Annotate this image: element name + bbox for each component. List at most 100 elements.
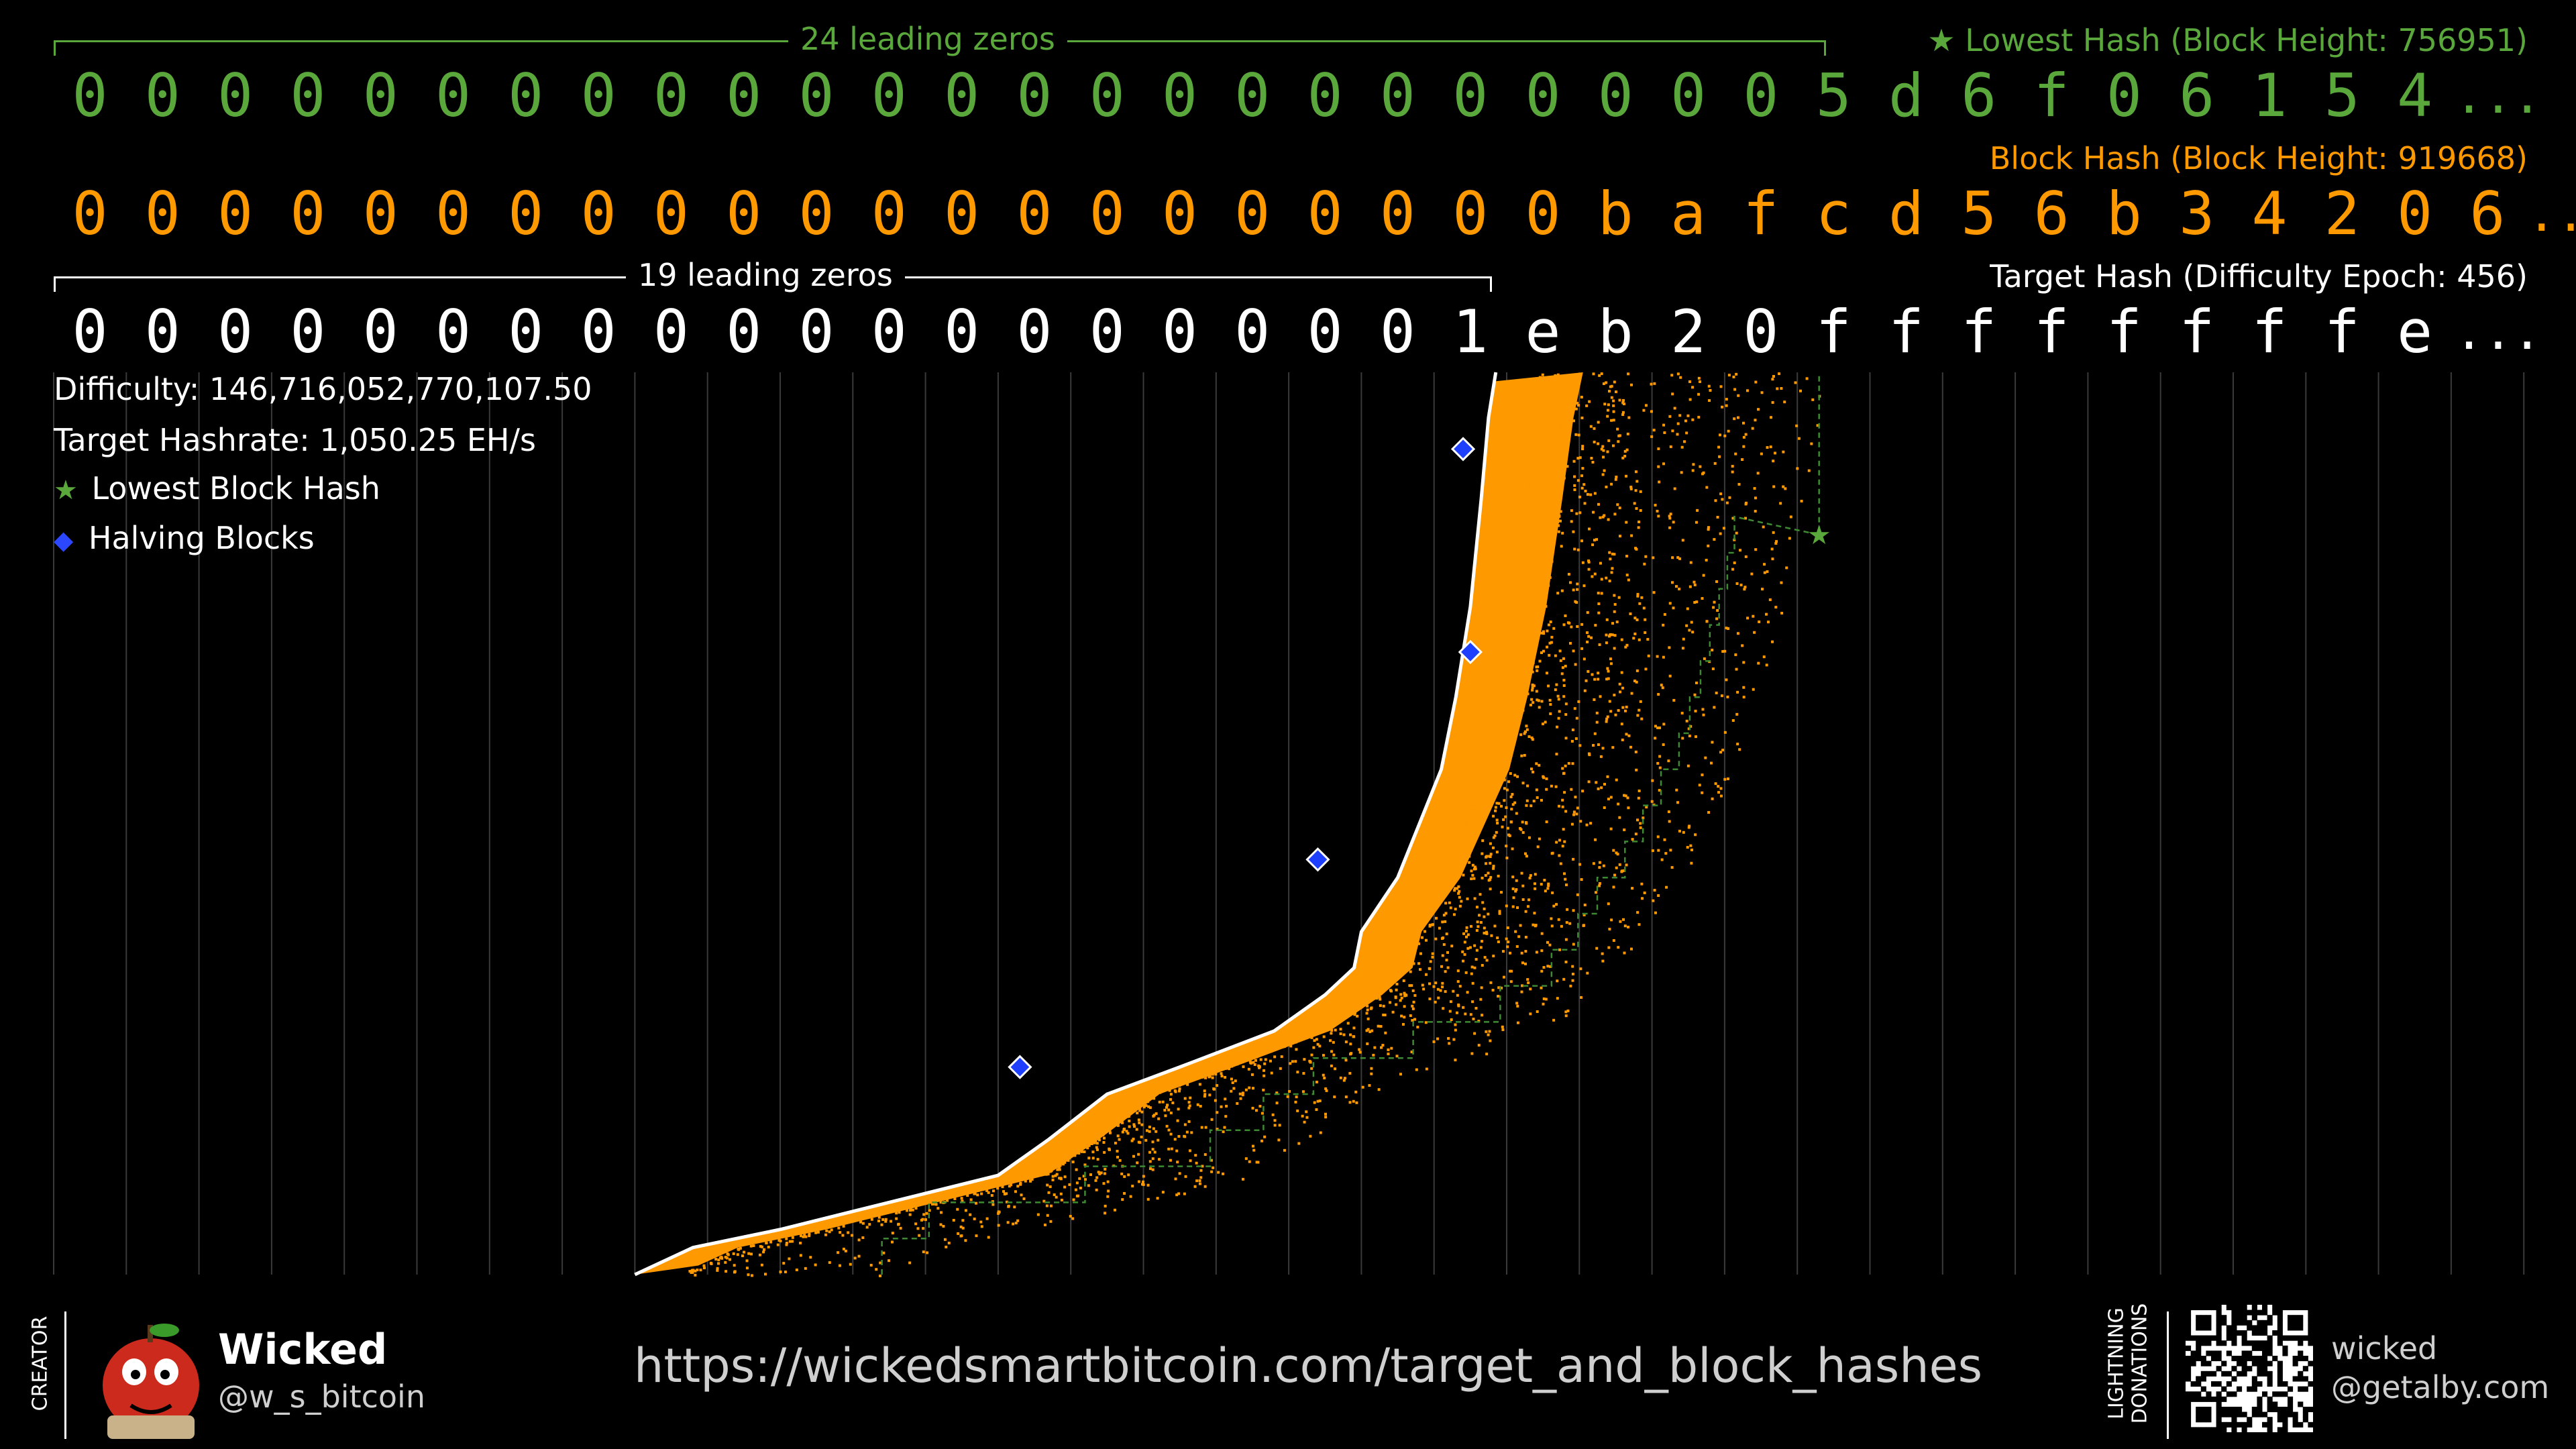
- hash-point: [1702, 713, 1705, 716]
- lightning-qr-code[interactable]: [2186, 1305, 2314, 1433]
- hash-point: [1580, 396, 1583, 399]
- hash-point: [724, 1256, 727, 1259]
- qr-module: [2302, 1335, 2308, 1341]
- hash-point: [1510, 969, 1513, 973]
- hash-point: [1540, 651, 1543, 655]
- qr-module: [2272, 1305, 2278, 1311]
- hash-point: [1766, 570, 1769, 574]
- hash-point: [1566, 621, 1570, 625]
- qr-module: [2216, 1320, 2222, 1326]
- qr-module: [2206, 1360, 2212, 1366]
- hash-point: [1348, 1101, 1352, 1104]
- hash-point: [1518, 592, 1521, 595]
- hash-point: [1572, 588, 1575, 592]
- hash-point: [733, 1270, 737, 1273]
- hash-point: [1578, 495, 1581, 498]
- hash-point: [1521, 831, 1525, 835]
- hash-point: [1629, 947, 1633, 951]
- target-envelope: [634, 372, 1498, 1277]
- hash-point: [1589, 493, 1593, 496]
- hash-point: [1540, 949, 1544, 953]
- hash-point: [1733, 417, 1736, 421]
- qr-module: [2231, 1376, 2237, 1382]
- hash-point: [1576, 806, 1579, 810]
- hash-point: [1456, 969, 1460, 973]
- hash-point: [1431, 952, 1434, 955]
- hash-point: [1619, 920, 1622, 923]
- hash-point: [1454, 1028, 1457, 1032]
- qr-module: [2196, 1381, 2202, 1387]
- qr-module: [2288, 1305, 2294, 1311]
- hash-point: [1607, 669, 1610, 673]
- hash-point: [1055, 1173, 1059, 1176]
- hash-point: [861, 1236, 865, 1239]
- hash-point: [1289, 1062, 1292, 1065]
- hash-point: [1511, 629, 1514, 633]
- hash-point: [1046, 1214, 1049, 1217]
- hash-point: [1668, 415, 1672, 418]
- hash-point: [1395, 1003, 1398, 1006]
- hash-point: [1098, 1172, 1102, 1175]
- hash-point: [1611, 567, 1614, 570]
- hash-point: [1506, 741, 1509, 744]
- hash-point: [1637, 796, 1640, 800]
- hash-point: [1509, 980, 1513, 983]
- hash-char: f: [2033, 61, 2070, 130]
- hash-point: [1601, 952, 1604, 955]
- hash-point: [1479, 920, 1483, 924]
- hash-point: [1695, 600, 1699, 604]
- hash-point: [1644, 404, 1648, 407]
- hash-point: [952, 1218, 955, 1222]
- hash-point: [1599, 516, 1602, 519]
- hash-point: [1472, 1017, 1475, 1020]
- qr-module: [2267, 1401, 2273, 1407]
- qr-module: [2267, 1340, 2273, 1346]
- hash-point: [1689, 561, 1693, 564]
- hash-point: [1171, 1102, 1175, 1105]
- hash-point: [1603, 402, 1607, 406]
- hash-point: [1528, 528, 1532, 531]
- hash-point: [1592, 744, 1595, 747]
- hash-point: [1495, 715, 1499, 718]
- hash-point: [1629, 745, 1632, 749]
- site-url[interactable]: https://wickedsmartbitcoin.com/target_an…: [634, 1338, 1983, 1393]
- hash-point: [1564, 400, 1567, 404]
- hash-point: [926, 1251, 929, 1254]
- hash-point: [802, 1235, 805, 1238]
- hash-point: [1377, 1088, 1381, 1091]
- qr-module: [2241, 1309, 2247, 1316]
- hash-point: [1206, 1073, 1210, 1077]
- hash-point: [1174, 1177, 1177, 1181]
- hash-point: [1554, 654, 1557, 657]
- hash-point: [1517, 633, 1521, 637]
- hash-point: [1556, 482, 1559, 485]
- qr-module: [2267, 1417, 2273, 1423]
- qr-module: [2247, 1386, 2253, 1392]
- hash-point: [747, 1252, 751, 1255]
- hash-point: [1487, 774, 1490, 777]
- qr-module: [2257, 1309, 2263, 1316]
- hash-point: [1731, 470, 1734, 474]
- hash-point: [1728, 496, 1731, 499]
- hash-point: [1450, 1018, 1453, 1022]
- hash-point: [1166, 1104, 1169, 1107]
- hash-char: 0: [944, 179, 980, 248]
- hash-point: [1623, 449, 1627, 453]
- hash-char: 0: [1234, 297, 1271, 366]
- hash-point: [837, 1226, 841, 1230]
- qr-module: [2292, 1315, 2298, 1321]
- hash-point: [960, 1197, 963, 1200]
- hash-point: [1281, 1045, 1285, 1049]
- hash-point: [1518, 614, 1521, 618]
- hash-point: [1509, 647, 1513, 651]
- hash-point: [1516, 1004, 1519, 1008]
- hash-point: [1141, 1102, 1144, 1106]
- hash-point: [1558, 948, 1562, 951]
- hash-point: [1152, 1097, 1156, 1100]
- hash-point: [1461, 847, 1464, 851]
- hash-point: [1536, 482, 1539, 486]
- hash-point: [1452, 875, 1456, 878]
- hash-point: [1458, 871, 1462, 874]
- hash-point: [1513, 718, 1516, 722]
- hash-point: [1550, 403, 1553, 407]
